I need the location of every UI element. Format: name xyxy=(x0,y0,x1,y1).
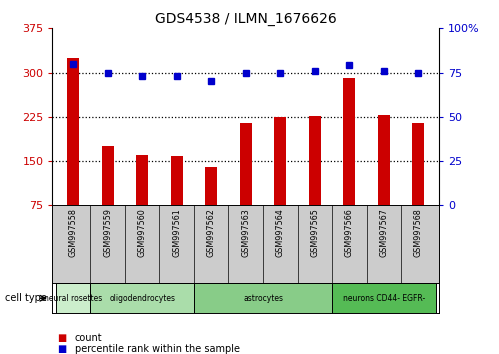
Bar xyxy=(67,58,79,205)
Bar xyxy=(274,117,286,205)
Text: GSM997565: GSM997565 xyxy=(310,209,319,257)
Bar xyxy=(171,156,183,205)
Bar xyxy=(102,146,114,205)
Bar xyxy=(205,167,217,205)
Text: GSM997568: GSM997568 xyxy=(414,209,423,257)
Text: percentile rank within the sample: percentile rank within the sample xyxy=(75,344,240,354)
Bar xyxy=(343,79,355,205)
Text: count: count xyxy=(75,333,102,343)
Text: neurons CD44- EGFR-: neurons CD44- EGFR- xyxy=(343,294,425,303)
Text: GSM997567: GSM997567 xyxy=(379,209,388,257)
Text: GSM997561: GSM997561 xyxy=(172,209,181,257)
Text: GSM997563: GSM997563 xyxy=(241,209,250,257)
Text: astrocytes: astrocytes xyxy=(243,294,283,303)
Bar xyxy=(240,123,252,205)
Bar xyxy=(378,115,390,205)
Text: GSM997564: GSM997564 xyxy=(276,209,285,257)
Bar xyxy=(56,283,90,313)
Text: ■: ■ xyxy=(57,333,67,343)
Bar xyxy=(309,116,321,205)
Text: GSM997559: GSM997559 xyxy=(103,209,112,257)
Text: GSM997560: GSM997560 xyxy=(138,209,147,257)
Bar xyxy=(332,283,436,313)
Text: neural rosettes: neural rosettes xyxy=(44,294,102,303)
Text: ■: ■ xyxy=(57,344,67,354)
Bar xyxy=(194,283,332,313)
Bar xyxy=(90,283,194,313)
Text: cell type: cell type xyxy=(5,293,47,303)
Text: GSM997562: GSM997562 xyxy=(207,209,216,257)
Text: GSM997566: GSM997566 xyxy=(345,209,354,257)
Bar xyxy=(136,155,148,205)
Bar xyxy=(412,123,425,205)
Text: GSM997558: GSM997558 xyxy=(68,209,78,257)
Title: GDS4538 / ILMN_1676626: GDS4538 / ILMN_1676626 xyxy=(155,12,337,26)
Text: oligodendrocytes: oligodendrocytes xyxy=(109,294,175,303)
